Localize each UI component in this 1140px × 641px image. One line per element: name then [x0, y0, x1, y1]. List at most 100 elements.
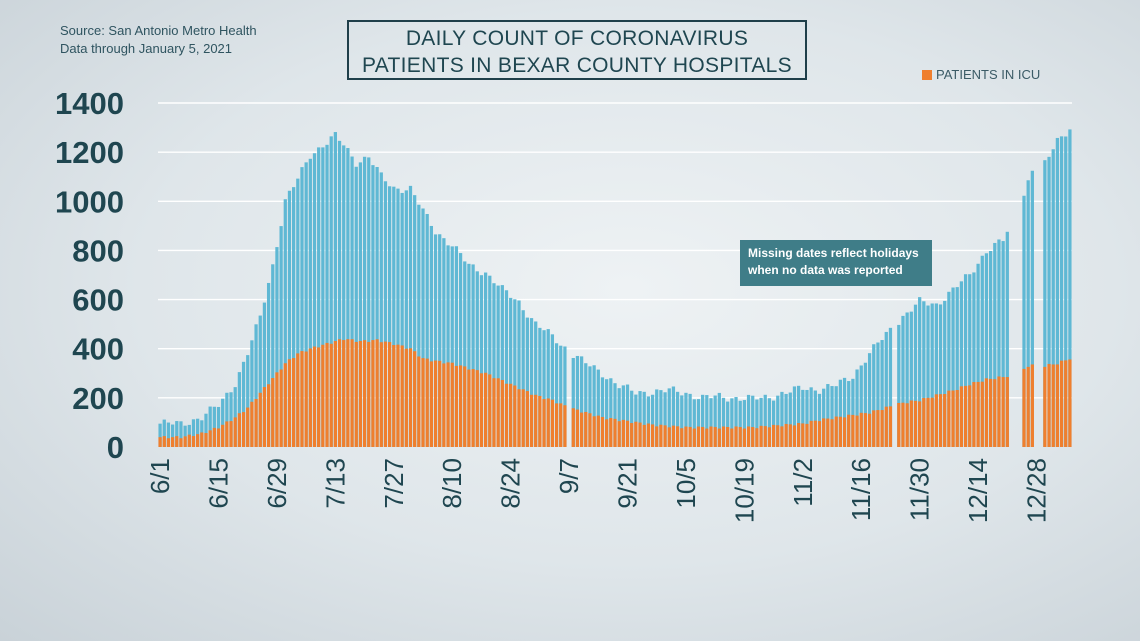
x-tick-label: 9/7 [554, 458, 584, 494]
total-bar [588, 366, 592, 447]
total-bar [688, 393, 692, 447]
total-bar [404, 190, 408, 448]
icu-bar [279, 369, 283, 447]
icu-bar [738, 427, 742, 447]
icu-bar [483, 372, 488, 447]
total-bar [826, 384, 830, 447]
total-bar [275, 247, 279, 447]
total-bar [421, 208, 425, 447]
x-tick-label: 10/5 [671, 458, 701, 509]
total-bar [304, 162, 308, 447]
icu-bar [826, 418, 830, 447]
icu-bar [701, 426, 705, 447]
icu-bar [947, 390, 951, 447]
total-bar [988, 251, 993, 447]
icu-bar [471, 369, 475, 447]
icu-bar [204, 433, 208, 447]
total-bar [296, 178, 300, 447]
icu-bar [237, 413, 242, 447]
total-bar [746, 394, 751, 447]
icu-bar [308, 348, 312, 447]
icu-bar [304, 351, 308, 447]
icu-bar [354, 341, 358, 447]
total-bar [354, 166, 358, 447]
icu-bar [158, 437, 162, 447]
icu-bar [346, 339, 350, 447]
total-bar [388, 186, 392, 447]
icu-bar [438, 360, 442, 447]
icu-bar [767, 427, 772, 447]
icu-bar [696, 426, 701, 447]
total-bar [467, 263, 471, 447]
icu-bar [817, 421, 822, 447]
icu-bar [496, 378, 500, 447]
total-bar [317, 147, 321, 448]
x-tick-label: 8/10 [437, 458, 467, 509]
total-bar [621, 385, 625, 447]
icu-bar [317, 347, 321, 447]
icu-bar [813, 420, 817, 447]
icu-bar [851, 414, 855, 447]
icu-bar [609, 418, 613, 447]
icu-bar [784, 423, 788, 447]
total-bar [308, 158, 312, 447]
total-bar [696, 399, 701, 447]
y-tick-label: 200 [72, 381, 124, 416]
icu-bar [663, 425, 667, 447]
total-bar [1068, 129, 1072, 447]
x-tick-label: 7/13 [320, 458, 350, 509]
chart-title-line-2: PATIENTS IN BEXAR COUNTY HOSPITALS [362, 54, 792, 77]
icu-bar [797, 423, 801, 447]
total-bar [976, 263, 980, 447]
total-bar [246, 355, 250, 447]
icu-bar [997, 376, 1001, 447]
total-bar [170, 424, 175, 447]
total-bar [492, 283, 496, 447]
total-bar [521, 310, 525, 447]
total-bar [642, 391, 646, 447]
total-bar [1055, 137, 1060, 448]
total-bar [780, 391, 784, 447]
total-bar [592, 365, 596, 447]
legend-icu-label: PATIENTS IN ICU [936, 67, 1041, 82]
missing-dates-annotation: Missing dates reflect holidays when no d… [740, 240, 932, 286]
total-bar [342, 145, 346, 447]
total-bar [872, 344, 876, 447]
icu-bar [371, 340, 375, 447]
total-bar [258, 315, 262, 447]
total-bar [425, 213, 429, 447]
icu-bar [993, 379, 997, 447]
total-bar [788, 392, 792, 447]
icu-bar [1047, 363, 1051, 447]
icu-bar [542, 399, 546, 447]
icu-bar [246, 407, 250, 447]
bars [158, 129, 1072, 448]
total-bar [663, 392, 667, 447]
icu-bar [675, 426, 680, 447]
total-bar [830, 386, 834, 447]
icu-bar [776, 425, 780, 447]
total-bar [225, 392, 229, 447]
icu-bar [976, 381, 980, 447]
icu-bar [509, 383, 513, 447]
total-bar [634, 394, 638, 447]
icu-bar [563, 405, 567, 447]
icu-bar [492, 378, 496, 447]
legend: PATIENTS IN ICU [922, 67, 1040, 82]
source-note: Source: San Antonio Metro Health Data th… [60, 22, 257, 58]
icu-bar [963, 385, 968, 447]
icu-bar [625, 420, 630, 447]
total-bar [379, 172, 383, 447]
icu-bar [822, 418, 826, 447]
icu-bar [166, 438, 171, 447]
total-bar [717, 392, 721, 447]
x-tick-label: 12/28 [1022, 458, 1052, 523]
total-bar [408, 185, 413, 447]
icu-bar [525, 391, 529, 447]
icu-bar [179, 438, 183, 447]
chart-title: DAILY COUNT OF CORONAVIRUS PATIENTS IN B… [347, 20, 807, 80]
x-tick-label: 11/16 [846, 458, 876, 521]
icu-bar [383, 341, 388, 447]
y-axis: 0 200 400 600 800 1000 1200 1400 [55, 86, 124, 465]
icu-bar [905, 403, 909, 447]
